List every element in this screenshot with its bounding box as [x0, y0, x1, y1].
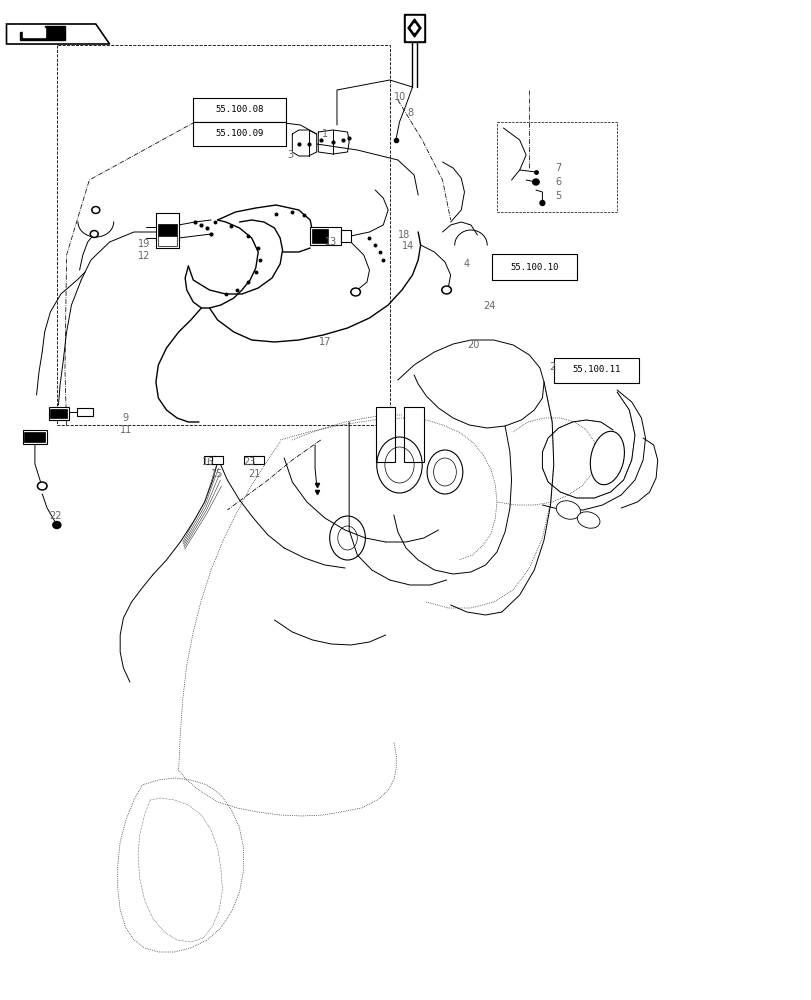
- Bar: [310, 227, 341, 245]
- Ellipse shape: [352, 290, 358, 294]
- Bar: [157, 224, 177, 236]
- Bar: [49, 407, 69, 420]
- Text: 3: 3: [287, 150, 294, 160]
- Ellipse shape: [93, 208, 98, 212]
- Polygon shape: [20, 26, 65, 40]
- Text: 1: 1: [321, 129, 328, 139]
- Polygon shape: [410, 24, 417, 32]
- Text: 55.100.09: 55.100.09: [215, 129, 264, 138]
- Bar: [50, 409, 67, 418]
- Polygon shape: [6, 24, 109, 44]
- Text: 10: 10: [393, 92, 406, 102]
- Text: 14: 14: [401, 241, 414, 251]
- Bar: [553, 358, 639, 382]
- Ellipse shape: [532, 179, 539, 185]
- Text: 17: 17: [318, 337, 331, 347]
- Bar: [77, 408, 93, 416]
- Polygon shape: [407, 19, 420, 37]
- Text: 55.100.11: 55.100.11: [572, 365, 620, 374]
- Ellipse shape: [37, 482, 47, 490]
- Ellipse shape: [53, 522, 61, 528]
- Text: 13: 13: [324, 237, 337, 247]
- Ellipse shape: [443, 288, 449, 292]
- Bar: [192, 98, 285, 122]
- Text: 9: 9: [122, 413, 129, 423]
- Text: 55.100.10: 55.100.10: [509, 262, 558, 271]
- Ellipse shape: [92, 232, 97, 236]
- Ellipse shape: [350, 288, 360, 296]
- Text: 20: 20: [466, 340, 479, 350]
- Bar: [157, 236, 177, 246]
- Text: 23: 23: [242, 457, 255, 467]
- Text: 21: 21: [247, 469, 260, 479]
- Bar: [404, 14, 424, 42]
- Bar: [156, 213, 178, 248]
- Text: 24: 24: [483, 301, 496, 311]
- Bar: [204, 456, 215, 464]
- Text: 4: 4: [463, 259, 470, 269]
- Text: 12: 12: [138, 251, 151, 261]
- Text: 11: 11: [119, 425, 132, 435]
- Polygon shape: [23, 28, 45, 37]
- Ellipse shape: [556, 501, 580, 519]
- Bar: [375, 407, 395, 462]
- Ellipse shape: [39, 484, 45, 488]
- Text: 6: 6: [555, 177, 561, 187]
- Bar: [404, 407, 423, 462]
- Bar: [192, 122, 285, 146]
- Ellipse shape: [90, 231, 98, 237]
- Ellipse shape: [441, 286, 451, 294]
- Polygon shape: [47, 28, 63, 39]
- Bar: [212, 456, 223, 464]
- Text: 2: 2: [548, 362, 555, 372]
- Ellipse shape: [539, 200, 544, 206]
- Bar: [311, 229, 328, 243]
- Ellipse shape: [577, 512, 599, 528]
- Text: 5: 5: [555, 191, 561, 201]
- Text: 22: 22: [49, 511, 62, 521]
- Text: 16: 16: [201, 457, 214, 467]
- Text: 15: 15: [210, 469, 223, 479]
- Text: 7: 7: [555, 163, 561, 173]
- Text: 55.100.08: 55.100.08: [215, 105, 264, 114]
- Bar: [406, 16, 423, 40]
- Bar: [491, 254, 576, 279]
- Text: 18: 18: [397, 230, 410, 240]
- Text: 19: 19: [138, 239, 151, 249]
- Text: 8: 8: [406, 108, 413, 118]
- Bar: [23, 430, 47, 444]
- Bar: [24, 432, 45, 442]
- Bar: [244, 456, 255, 464]
- Bar: [252, 456, 264, 464]
- Ellipse shape: [92, 207, 100, 214]
- Bar: [341, 230, 350, 242]
- Ellipse shape: [590, 431, 624, 485]
